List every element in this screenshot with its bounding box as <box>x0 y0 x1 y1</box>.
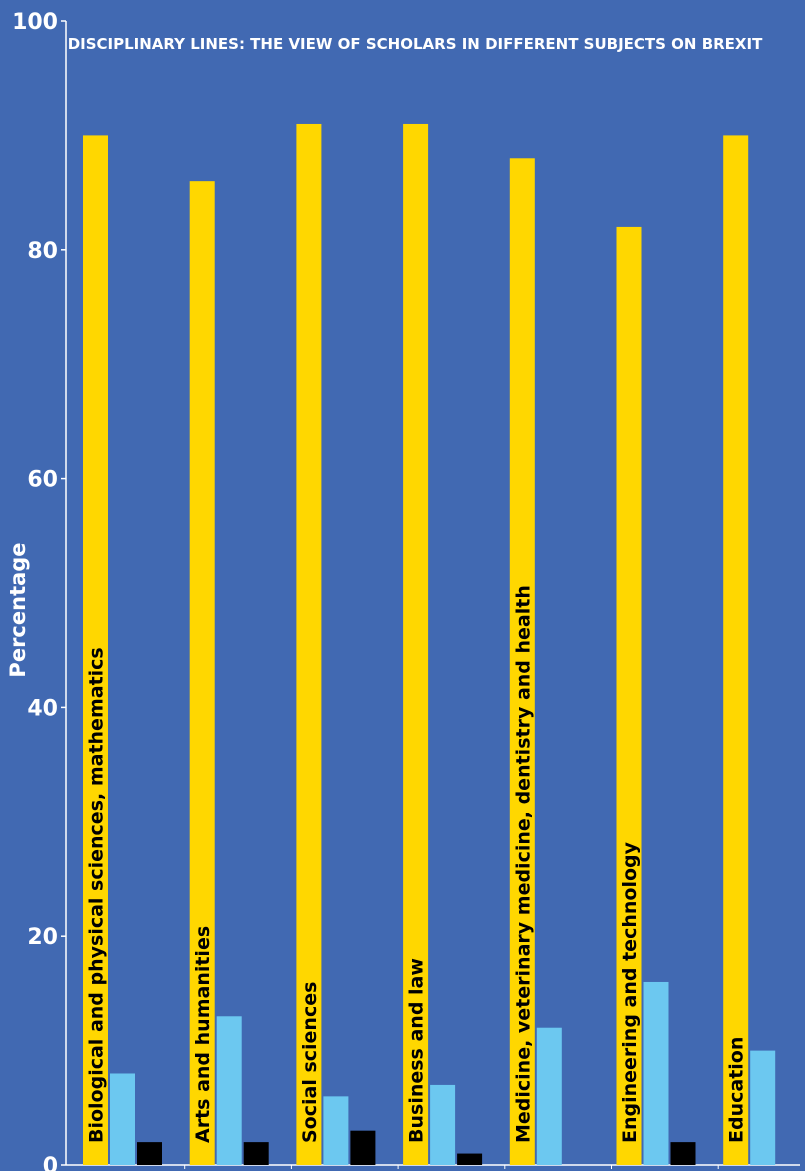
y-tick-label: 20 <box>27 925 58 950</box>
bar-s1-c5 <box>643 981 669 1165</box>
category-label: Education <box>726 1037 748 1143</box>
category-label: Medicine, veterinary medicine, dentistry… <box>512 585 534 1143</box>
category-label: Arts and humanities <box>192 926 214 1143</box>
bar-s0-c4 <box>509 158 535 1165</box>
axes: 0 20 40 60 80 100 <box>12 10 800 1171</box>
bar-s0-c5 <box>616 226 642 1166</box>
bar-s0-c6 <box>723 135 749 1165</box>
bar-s0-c2 <box>296 123 322 1166</box>
category-label: Social sciences <box>299 982 321 1143</box>
y-axis-label: Percentage <box>6 542 30 677</box>
y-tick-label: 80 <box>27 239 58 264</box>
category-label: Business and law <box>406 958 428 1143</box>
bar-s1-c3 <box>430 1084 456 1165</box>
y-tick-label: 60 <box>27 468 58 493</box>
bar-s1-c0 <box>110 1073 135 1165</box>
category-label: Biological and physical sciences, mathem… <box>86 647 108 1143</box>
bar-s1-c4 <box>536 1027 562 1165</box>
category-label: Engineering and technology <box>619 841 641 1143</box>
bar-s0-c1 <box>189 181 215 1165</box>
bar-s0-c0 <box>83 135 108 1165</box>
bar-s0-c3 <box>403 123 429 1166</box>
bar-s2-c0 <box>137 1142 162 1165</box>
y-tick-label: 0 <box>43 1154 58 1171</box>
y-tick-label: 40 <box>27 696 58 721</box>
bar-s2-c1 <box>243 1142 269 1165</box>
chart-title: DISCIPLINARY LINES: THE VIEW OF SCHOLARS… <box>68 35 763 53</box>
y-tick-label: 100 <box>12 10 58 35</box>
bar-s1-c1 <box>216 1016 242 1165</box>
bar-s2-c2 <box>350 1130 376 1165</box>
bars <box>83 123 776 1166</box>
bar-s1-c2 <box>323 1096 349 1165</box>
category-labels: Biological and physical sciences, mathem… <box>86 585 748 1143</box>
bar-s2-c5 <box>670 1142 696 1165</box>
bar-s2-c3 <box>457 1153 483 1165</box>
bar-s1-c6 <box>750 1050 776 1165</box>
